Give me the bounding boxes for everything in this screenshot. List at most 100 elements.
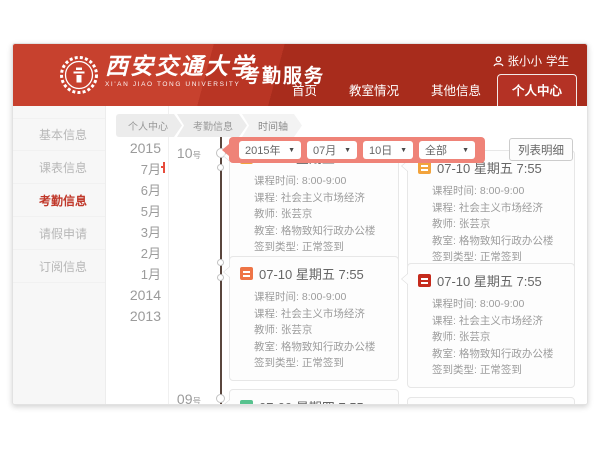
- filter-bar: 2015年 ▼ 07月 ▼ 10日 ▼ 全部 ▼: [222, 137, 485, 163]
- breadcrumb: 个人中心 考勤信息 时间轴: [116, 114, 302, 137]
- day-unit: 号: [192, 396, 201, 404]
- sidebar-item-schedule[interactable]: 课表信息: [13, 152, 105, 184]
- field-label: 课程:: [254, 307, 278, 320]
- status-icon: [418, 274, 431, 287]
- field-label: 教师:: [254, 208, 278, 220]
- field-value: 张芸京: [458, 218, 491, 230]
- day-value: 10日: [369, 145, 393, 157]
- field-value: 格物致知行政办公楼: [280, 224, 376, 237]
- timeline-node: [217, 164, 224, 171]
- field-label: 课程:: [432, 201, 456, 214]
- timeline-node: [216, 394, 225, 403]
- list-detail-button[interactable]: 列表明细: [509, 138, 573, 161]
- field-value: 张芸京: [280, 324, 313, 336]
- axis-item-2014[interactable]: 2014: [129, 287, 161, 303]
- month-dropdown[interactable]: 07月 ▼: [307, 141, 357, 159]
- field-value: 社会主义市场经济: [280, 307, 365, 320]
- field-value: 张芸京: [458, 331, 491, 343]
- timeline-axis: 2015 7月 6月 5月 3月 2月 1月 2014 2013: [106, 138, 161, 327]
- active-month-cursor-icon: [161, 162, 165, 173]
- day-marker-09: 09号: [153, 391, 201, 404]
- user-info[interactable]: 张小小 学生: [493, 53, 569, 69]
- sidebar-item-subscription[interactable]: 订阅信息: [13, 251, 105, 283]
- axis-item-february[interactable]: 2月: [140, 246, 161, 261]
- field-label: 课程时间:: [254, 175, 299, 187]
- year-value: 2015年: [245, 145, 281, 157]
- day-unit: 号: [192, 150, 201, 160]
- card-tail: [224, 399, 231, 404]
- sidebar-item-leave-request[interactable]: 请假申请: [13, 218, 105, 250]
- attendance-card[interactable]: [407, 397, 575, 404]
- card-tail: [402, 160, 409, 172]
- sidebar: 基本信息 课表信息 考勤信息 请假申请 订阅信息: [13, 106, 106, 404]
- breadcrumb-personal-center[interactable]: 个人中心: [116, 114, 182, 137]
- caret-down-icon: ▼: [462, 146, 469, 154]
- day-value: 09: [176, 391, 193, 404]
- axis-item-january[interactable]: 1月: [140, 267, 161, 282]
- category-dropdown[interactable]: 全部 ▼: [419, 141, 475, 159]
- sidebar-item-attendance[interactable]: 考勤信息: [13, 185, 105, 217]
- field-label: 签到类型:: [254, 357, 299, 369]
- breadcrumb-timeline[interactable]: 时间轴: [242, 114, 302, 137]
- attendance-card[interactable]: 07-10 星期五 7:55 课程时间:8:00-9:00 课程:社会主义市场经…: [401, 150, 575, 275]
- field-value: 社会主义市场经济: [458, 314, 543, 327]
- axis-item-2013[interactable]: 2013: [129, 308, 161, 324]
- axis-item-june[interactable]: 6月: [140, 183, 161, 198]
- field-value: 8:00-9:00: [301, 175, 347, 187]
- status-icon: [418, 161, 431, 174]
- university-logo-icon: [60, 56, 98, 94]
- field-label: 教室:: [432, 234, 456, 247]
- app-window: 西安交通大学 XI'AN JIAO TONG UNIVERSITY 考勤服务 张…: [12, 43, 588, 405]
- breadcrumb-attendance[interactable]: 考勤信息: [177, 114, 247, 137]
- nav-item-other-info[interactable]: 其他信息: [430, 84, 481, 98]
- field-label: 课程:: [432, 314, 456, 327]
- field-value: 社会主义市场经济: [280, 191, 365, 204]
- category-value: 全部: [425, 145, 447, 157]
- attendance-card[interactable]: 07-09 星期四 7:55: [223, 389, 399, 404]
- card-tail: [224, 266, 231, 278]
- field-value: 格物致知行政办公楼: [458, 347, 554, 360]
- year-dropdown[interactable]: 2015年 ▼: [239, 141, 301, 159]
- card-tail: [402, 273, 409, 285]
- field-label: 签到类型:: [432, 364, 477, 376]
- nav-item-home[interactable]: 首页: [291, 84, 317, 98]
- attendance-card[interactable]: 07-10 星期五 7:55 课程时间:8:00-9:00 课程:社会主义市场经…: [401, 263, 575, 388]
- main-nav: 首页 教室情况 其他信息 个人中心: [276, 74, 577, 106]
- axis-item-march[interactable]: 3月: [140, 225, 161, 240]
- day-marker-10: 10号: [153, 145, 201, 163]
- timeline-line: [220, 130, 222, 404]
- field-label: 教师:: [432, 331, 456, 343]
- card-title: 07-09 星期四 7:55: [259, 397, 364, 404]
- user-role: 学生: [546, 56, 569, 68]
- axis-item-2015[interactable]: 2015: [129, 140, 161, 156]
- field-value: 正常签到: [301, 241, 344, 253]
- field-label: 课程:: [254, 191, 278, 204]
- day-value: 10: [176, 145, 193, 161]
- caret-down-icon: ▼: [400, 146, 407, 154]
- field-value: 社会主义市场经济: [458, 201, 543, 214]
- university-name-cn: 西安交通大学: [105, 54, 255, 79]
- month-value: 07月: [313, 145, 337, 157]
- field-label: 课程时间:: [432, 298, 477, 310]
- nav-item-personal-center[interactable]: 个人中心: [496, 74, 577, 106]
- field-label: 教师:: [432, 218, 456, 230]
- attendance-card[interactable]: 07-10 星期五 7:55 课程时间:8:00-9:00 课程:社会主义市场经…: [223, 256, 399, 381]
- field-label: 教室:: [432, 347, 456, 360]
- field-label: 教室:: [254, 224, 278, 237]
- field-value: 正常签到: [479, 364, 522, 376]
- sidebar-item-basic-info[interactable]: 基本信息: [13, 118, 105, 151]
- day-dropdown[interactable]: 10日 ▼: [363, 141, 413, 159]
- status-icon: [240, 400, 253, 404]
- nav-item-classrooms[interactable]: 教室情况: [348, 84, 399, 98]
- field-label: 教室:: [254, 340, 278, 353]
- service-title: 考勤服务: [241, 66, 326, 87]
- field-label: 课程时间:: [254, 291, 299, 303]
- status-icon: [240, 267, 253, 280]
- university-name-en: XI'AN JIAO TONG UNIVERSITY: [105, 81, 241, 88]
- axis-item-may[interactable]: 5月: [140, 204, 161, 219]
- field-value: 正常签到: [301, 357, 344, 369]
- filter-bar-tail: [222, 144, 229, 156]
- axis-item-july[interactable]: 7月: [140, 162, 161, 177]
- card-tail: [224, 150, 231, 162]
- field-label: 签到类型:: [432, 251, 477, 263]
